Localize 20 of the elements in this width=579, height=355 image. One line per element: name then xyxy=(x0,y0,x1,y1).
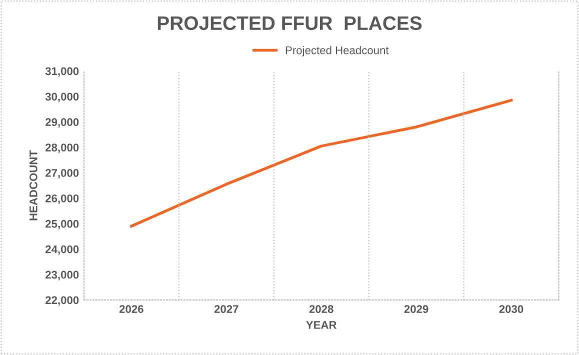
y-tick-label: 29,000 xyxy=(46,118,79,128)
y-tick-label: 23,000 xyxy=(46,270,79,280)
y-tick-label: 28,000 xyxy=(46,144,79,154)
chart-title: PROJECTED FFUR PLACES xyxy=(158,16,422,30)
x-tick-label: 2026 xyxy=(119,305,144,313)
line-series xyxy=(130,98,513,228)
x-axis-title: YEAR xyxy=(306,321,337,329)
x-tick-label: 2029 xyxy=(404,305,428,313)
x-tick-label: 2027 xyxy=(214,305,238,313)
x-tick-label: 2028 xyxy=(309,305,334,313)
y-tick-label: 30,000 xyxy=(45,92,79,102)
legend-label: Projected Headcount xyxy=(286,46,389,56)
x-tick-label: 2030 xyxy=(499,305,524,314)
y-tick-label: 24,000 xyxy=(46,245,79,255)
y-tick-label: 26,000 xyxy=(46,194,79,204)
y-tick-label: 25,000 xyxy=(46,220,79,230)
y-tick-label: 27,000 xyxy=(46,169,79,179)
y-tick-label: 22,000 xyxy=(46,296,79,306)
y-tick-label: 31,000 xyxy=(45,67,79,77)
y-axis-title: HEADCOUNT xyxy=(29,150,38,220)
